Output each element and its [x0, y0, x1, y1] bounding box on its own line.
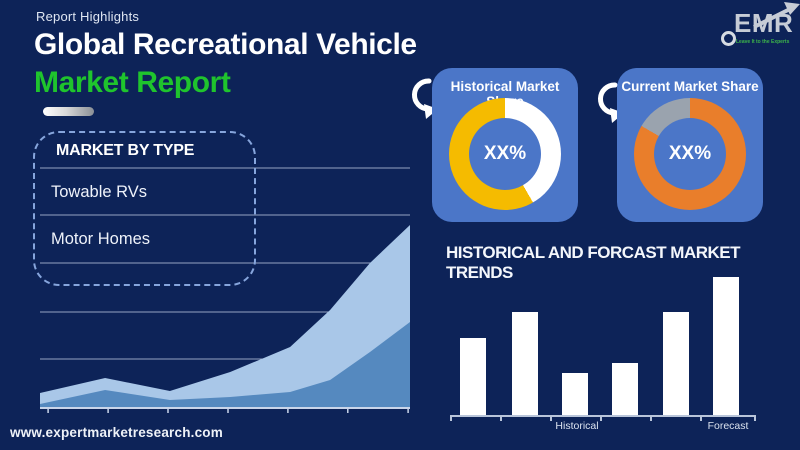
market-by-type-title: MARKET BY TYPE: [56, 142, 195, 159]
bar-chart-axis: [450, 415, 756, 417]
current-share-title: Current Market Share: [621, 79, 759, 94]
axis-tick: [450, 417, 452, 421]
type-item-motor-homes: Motor Homes: [51, 230, 151, 248]
axis-tick: [500, 417, 502, 421]
trends-chart-title: HISTORICAL AND FORCAST MARKET TRENDS: [446, 243, 741, 282]
current-share-value: XX%: [668, 143, 712, 164]
bar-chart-ticks: [450, 417, 756, 422]
website-url: www.expertmarketresearch.com: [10, 425, 223, 440]
bar-label-historical: Historical: [555, 420, 599, 432]
axis-tick: [700, 417, 702, 421]
logo-ring-icon: [721, 31, 736, 46]
donut-center: XX%: [654, 118, 726, 190]
bar: [612, 363, 638, 416]
bar-chart: [450, 277, 755, 416]
logo-text: EMR: [734, 8, 794, 38]
type-item-towable-rvs: Towable RVs: [51, 183, 147, 201]
bar: [512, 312, 538, 416]
historical-share-value: XX%: [483, 143, 527, 164]
axis-tick: [650, 417, 652, 421]
trend-arrow-icon: [753, 2, 800, 29]
emr-logo: EMR Leave It to the Experts: [712, 2, 800, 50]
current-share-card: Current Market Share XX%: [617, 68, 763, 222]
page-title-line2: Market Report: [34, 66, 231, 99]
title-underline-bar: [43, 107, 94, 116]
historical-donut-chart: XX%: [449, 98, 561, 210]
logo-tagline: Leave It to the Experts: [736, 39, 790, 45]
market-by-type-panel: MARKET BY TYPE Towable RVs Motor Homes: [33, 131, 256, 286]
axis-tick: [550, 417, 552, 421]
axis-tick: [754, 417, 756, 421]
bar: [460, 338, 486, 416]
bar: [713, 277, 739, 416]
bar: [663, 312, 689, 416]
bar: [562, 373, 588, 416]
page-title-line1: Global Recreational Vehicle: [34, 28, 417, 61]
historical-share-card: Historical Market Share XX%: [432, 68, 578, 222]
current-donut-chart: XX%: [634, 98, 746, 210]
bar-label-forecast: Forecast: [707, 420, 749, 432]
area-chart: [40, 167, 410, 413]
report-highlights-label: Report Highlights: [36, 9, 140, 24]
donut-center: XX%: [469, 118, 541, 190]
axis-tick: [600, 417, 602, 421]
